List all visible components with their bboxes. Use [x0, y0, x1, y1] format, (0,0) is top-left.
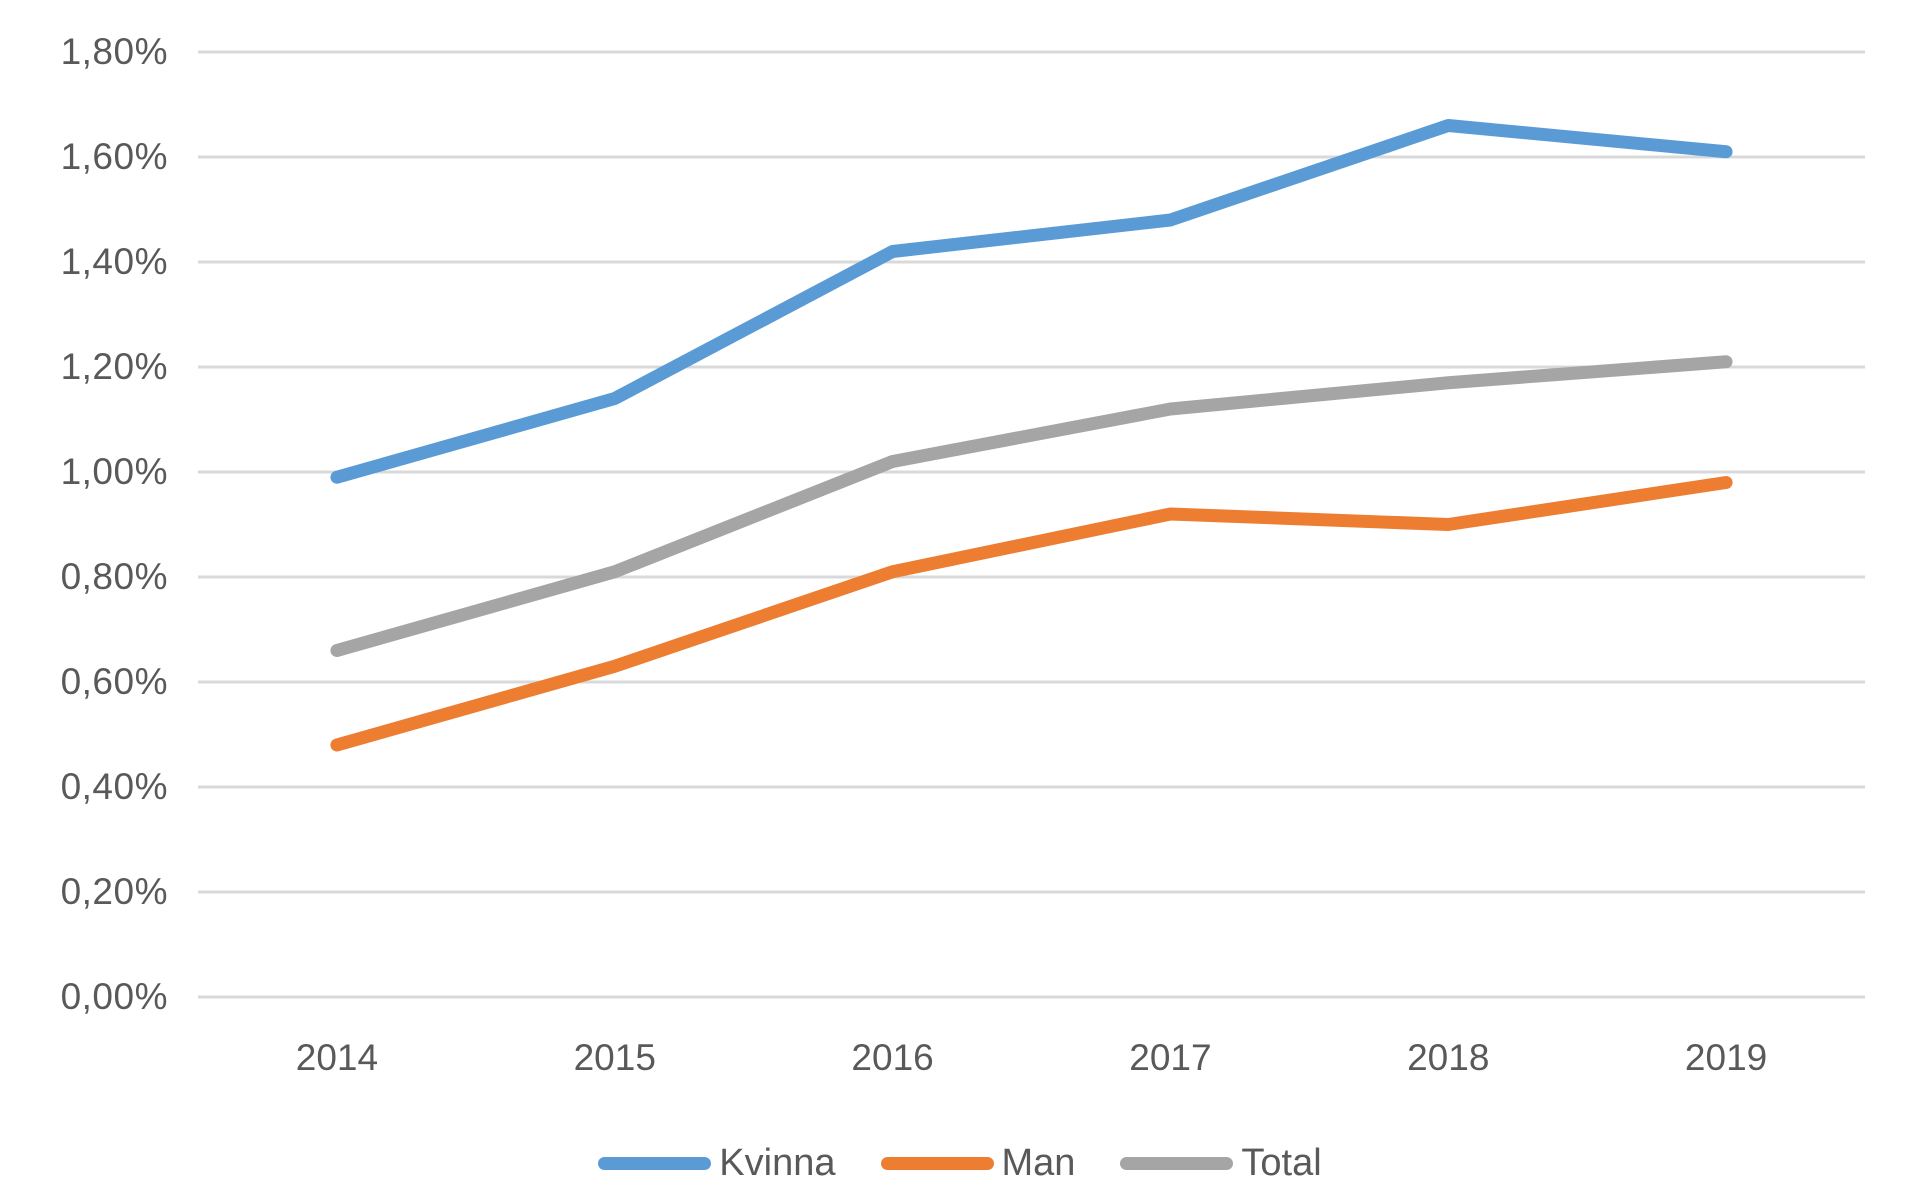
series-line-kvinna: [330, 119, 1733, 484]
y-tick-label: 1,20%: [60, 346, 168, 387]
y-tick-label: 0,80%: [60, 556, 168, 597]
legend-swatch-kvinna: [598, 1156, 712, 1170]
x-tick-label: 2014: [295, 1037, 379, 1078]
y-tick-label: 0,60%: [60, 661, 168, 702]
legend-label: Kvinna: [719, 1142, 836, 1184]
x-tick-label: 2016: [851, 1037, 934, 1078]
legend-item-total: Total: [1120, 1140, 1322, 1186]
legend-item-man: Man: [880, 1140, 1076, 1186]
y-tick-label: 1,00%: [60, 451, 168, 492]
legend-label: Man: [1001, 1142, 1076, 1184]
y-tick-label: 0,40%: [60, 766, 168, 807]
legend-swatch-total: [1120, 1156, 1234, 1170]
x-tick-label: 2019: [1684, 1037, 1768, 1078]
legend-swatch-man: [880, 1156, 994, 1170]
y-tick-label: 0,00%: [60, 976, 168, 1017]
series-line-man: [330, 476, 1733, 752]
series-line-total: [330, 355, 1733, 657]
x-tick-label: 2018: [1407, 1037, 1490, 1078]
x-tick-label: 2017: [1129, 1037, 1212, 1078]
legend-label: Total: [1241, 1142, 1322, 1184]
legend: Kvinna Man Total: [0, 1140, 1920, 1186]
y-tick-label: 0,20%: [60, 871, 168, 912]
y-tick-label: 1,40%: [60, 241, 168, 282]
legend-item-kvinna: Kvinna: [598, 1140, 836, 1186]
y-tick-label: 1,80%: [60, 31, 168, 72]
x-tick-label: 2015: [573, 1037, 656, 1078]
y-tick-label: 1,60%: [60, 136, 168, 177]
